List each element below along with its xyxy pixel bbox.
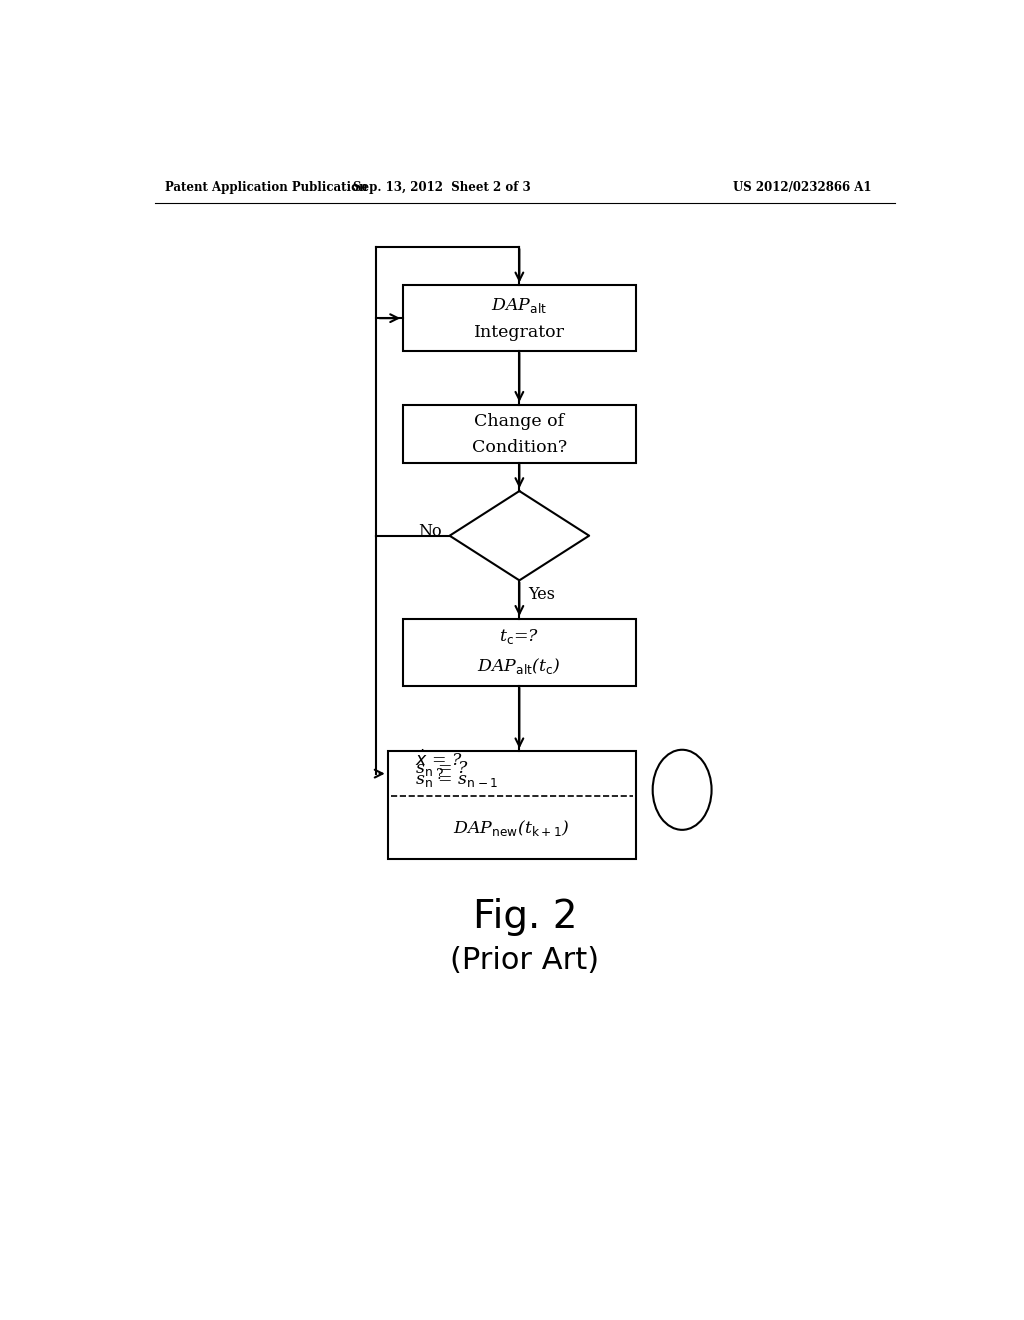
Polygon shape	[450, 491, 589, 581]
Text: DAP$_{\rm alt}$: DAP$_{\rm alt}$	[492, 296, 548, 314]
Text: s$_{\rm n}$ = ?: s$_{\rm n}$ = ?	[415, 759, 469, 777]
Text: Change of: Change of	[474, 413, 564, 430]
Text: $\dot{x}$ = ?: $\dot{x}$ = ?	[415, 750, 463, 770]
Text: t$_{\rm c}$=?: t$_{\rm c}$=?	[500, 627, 540, 647]
Text: Sep. 13, 2012  Sheet 2 of 3: Sep. 13, 2012 Sheet 2 of 3	[353, 181, 530, 194]
Text: DAP$_{\rm new}$(t$_{\rm k+1}$): DAP$_{\rm new}$(t$_{\rm k+1}$)	[454, 817, 569, 837]
Text: Integrator: Integrator	[474, 323, 565, 341]
Bar	[403, 405, 636, 462]
Text: Patent Application Publication: Patent Application Publication	[165, 181, 368, 194]
Text: Fig. 2: Fig. 2	[472, 898, 578, 936]
Bar	[403, 619, 636, 686]
Text: DAP$_{\rm alt}$(t$_{\rm c}$): DAP$_{\rm alt}$(t$_{\rm c}$)	[477, 656, 561, 676]
Ellipse shape	[652, 750, 712, 830]
Bar	[403, 285, 636, 351]
Text: No: No	[418, 523, 442, 540]
Text: ?: ?	[436, 768, 444, 781]
Text: Condition?: Condition?	[472, 440, 567, 455]
Text: US 2012/0232866 A1: US 2012/0232866 A1	[733, 181, 871, 194]
Text: (Prior Art): (Prior Art)	[451, 946, 599, 975]
Text: Yes: Yes	[528, 586, 556, 603]
Text: s$_{\rm n}$ = s$_{\rm n-1}$: s$_{\rm n}$ = s$_{\rm n-1}$	[415, 772, 498, 789]
Bar	[388, 751, 636, 859]
